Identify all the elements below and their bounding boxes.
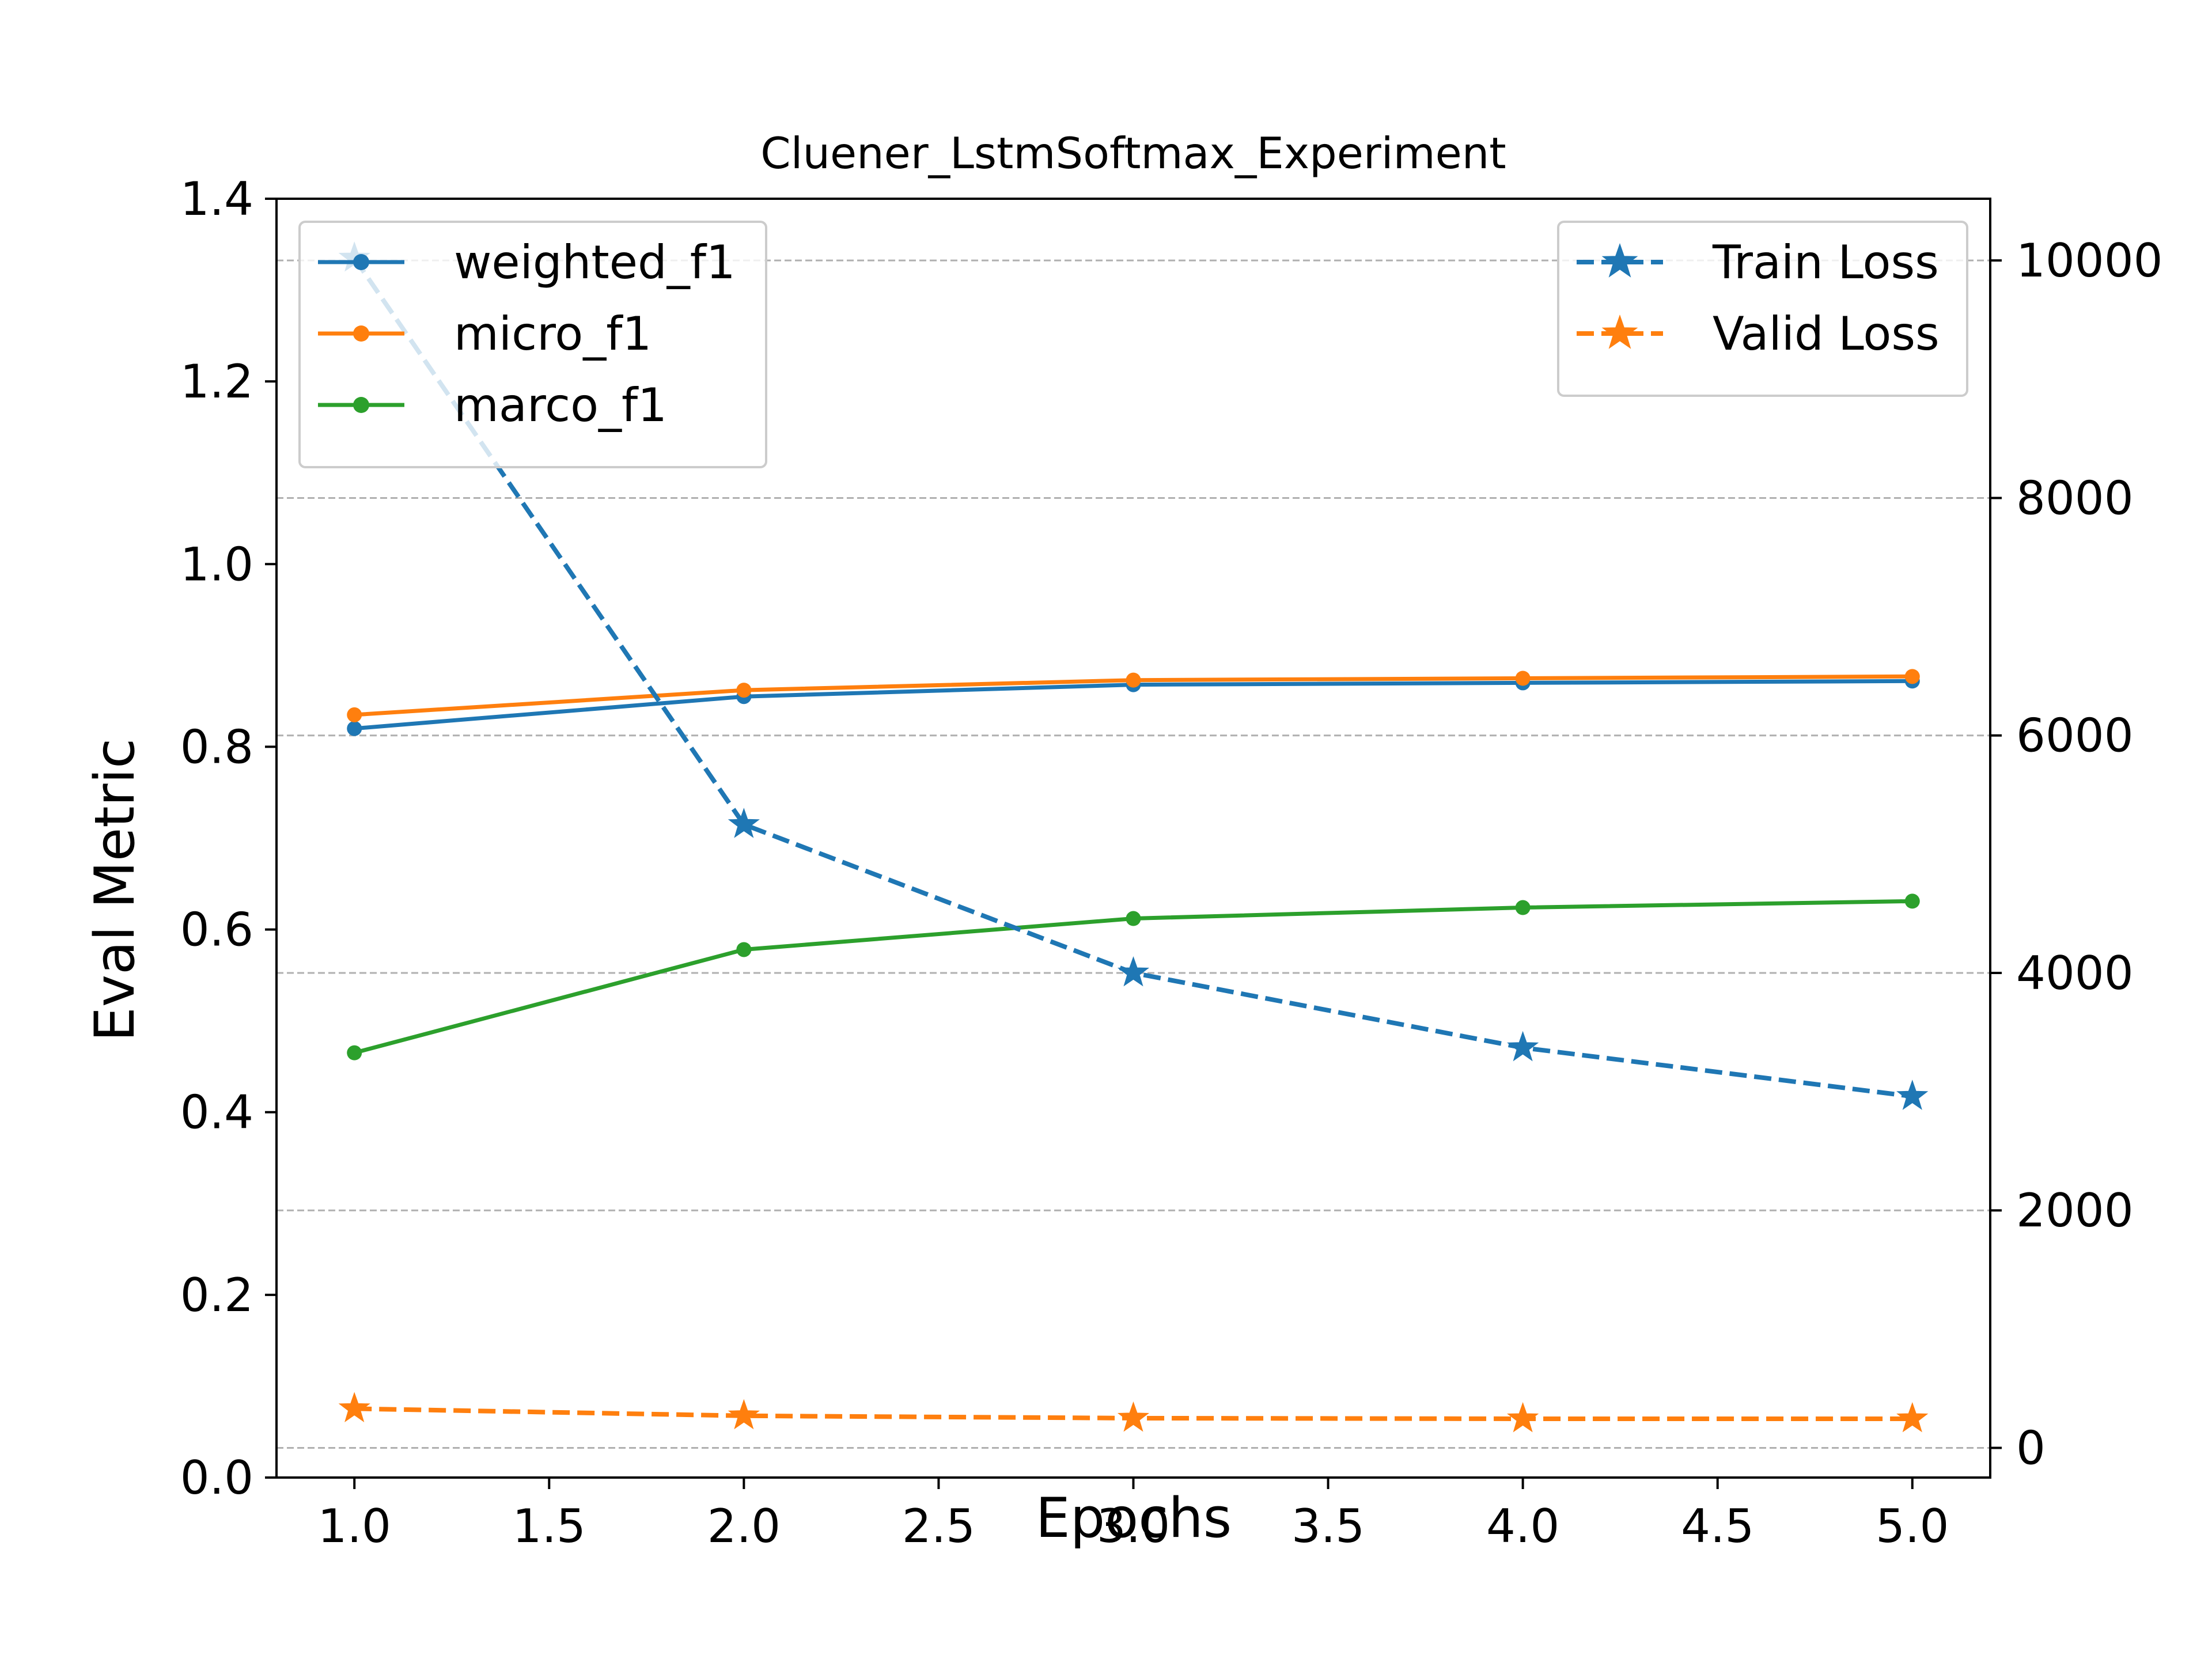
legend-left-item-1: micro_f1: [318, 307, 652, 361]
y-tick-label-5: 1.0: [180, 537, 253, 591]
metric-point-1-4: [1904, 669, 1920, 684]
metric-series-2: [347, 893, 1920, 1060]
y-tick-label-0: 0.0: [180, 1451, 253, 1505]
legend-right-marker-0: [1601, 243, 1638, 278]
x-tick-label-0: 1.0: [318, 1499, 391, 1553]
y2-tick-label-4: 8000: [2016, 471, 2134, 525]
legend-losses: Train Loss Valid Loss: [1557, 221, 1968, 397]
tick-layer: 1.0 1.5 2.0 2.5 3.0 3.5 4.0 4.5 5.0 0.0 0.2 0.4 0.6 0…: [180, 172, 2163, 1553]
legend-left-marker-2: [353, 397, 369, 413]
loss-point-1-4: [1896, 1402, 1929, 1433]
y-tick-label-1: 0.2: [180, 1268, 253, 1322]
legend-left-label-1: micro_f1: [454, 307, 652, 361]
metric-point-2-2: [1126, 911, 1141, 926]
metric-point-1-3: [1515, 671, 1531, 686]
legend-right-item-1: Valid Loss: [1577, 307, 1940, 361]
legend-right-marker-1: [1601, 314, 1638, 349]
series-layer: [338, 241, 1929, 1433]
legend-left-marker-0: [353, 254, 369, 270]
x-tick-label-7: 4.5: [1681, 1499, 1754, 1553]
metric-point-1-2: [1126, 672, 1141, 688]
y-tick-label-4: 0.8: [180, 720, 253, 774]
loss-point-0-3: [1507, 1031, 1539, 1062]
loss-point-1-3: [1507, 1402, 1539, 1433]
metric-point-2-1: [736, 942, 752, 957]
legend-right-item-0: Train Loss: [1577, 236, 1939, 289]
chart-title: Cluener_LstmSoftmax_Experiment: [760, 128, 1506, 179]
metric-point-2-3: [1515, 900, 1531, 915]
legend-left-label-2: marco_f1: [454, 378, 667, 432]
loss-point-1-0: [338, 1392, 370, 1422]
y-tick-label-7: 1.4: [180, 172, 253, 226]
y2-tick-label-1: 2000: [2016, 1184, 2134, 1237]
metric-point-0-0: [347, 721, 362, 736]
y-axis-label: Eval Metric: [84, 738, 147, 1041]
x-tick-label-8: 5.0: [1876, 1499, 1949, 1553]
loss-series-1: [338, 1392, 1929, 1433]
y2-tick-label-3: 6000: [2016, 709, 2134, 763]
legend-left-marker-1: [353, 325, 369, 342]
loss-point-1-1: [728, 1399, 760, 1430]
loss-point-0-4: [1896, 1080, 1929, 1110]
metric-point-1-0: [347, 707, 362, 722]
metric-series-1: [347, 669, 1920, 722]
y-tick-label-6: 1.2: [180, 355, 253, 408]
loss-point-1-2: [1117, 1401, 1150, 1432]
legend-right-frame: [1557, 221, 1968, 397]
x-tick-label-6: 4.0: [1486, 1499, 1559, 1553]
legend-left-frame: [298, 221, 767, 468]
loss-point-0-1: [728, 808, 760, 838]
metric-point-2-4: [1904, 893, 1920, 909]
legend-left-item-0: weighted_f1: [318, 236, 736, 289]
x-tick-label-5: 3.5: [1291, 1499, 1365, 1553]
loss-series-0: [338, 241, 1929, 1110]
y2-tick-label-2: 4000: [2016, 946, 2134, 1000]
legend-metrics: weighted_f1 micro_f1 marco_f1: [298, 221, 767, 468]
legend-left-item-2: marco_f1: [318, 378, 667, 432]
y-tick-label-3: 0.6: [180, 903, 253, 957]
y-tick-label-2: 0.4: [180, 1086, 253, 1139]
x-axis-label: Epochs: [1036, 1487, 1232, 1550]
x-tick-label-2: 2.0: [707, 1499, 781, 1553]
y2-tick-label-5: 10000: [2016, 234, 2163, 287]
metric-point-2-0: [347, 1045, 362, 1060]
legend-left-label-0: weighted_f1: [454, 236, 736, 289]
x-tick-label-4: 3.0: [1097, 1499, 1170, 1553]
y2-tick-label-0: 0: [2016, 1421, 2046, 1475]
legend-right-label-0: Train Loss: [1712, 236, 1939, 289]
legend-right-label-1: Valid Loss: [1713, 307, 1940, 361]
x-tick-label-1: 1.5: [513, 1499, 586, 1553]
loss-point-0-2: [1117, 956, 1150, 987]
x-tick-label-3: 2.5: [902, 1499, 975, 1553]
metric-point-1-1: [736, 683, 752, 698]
